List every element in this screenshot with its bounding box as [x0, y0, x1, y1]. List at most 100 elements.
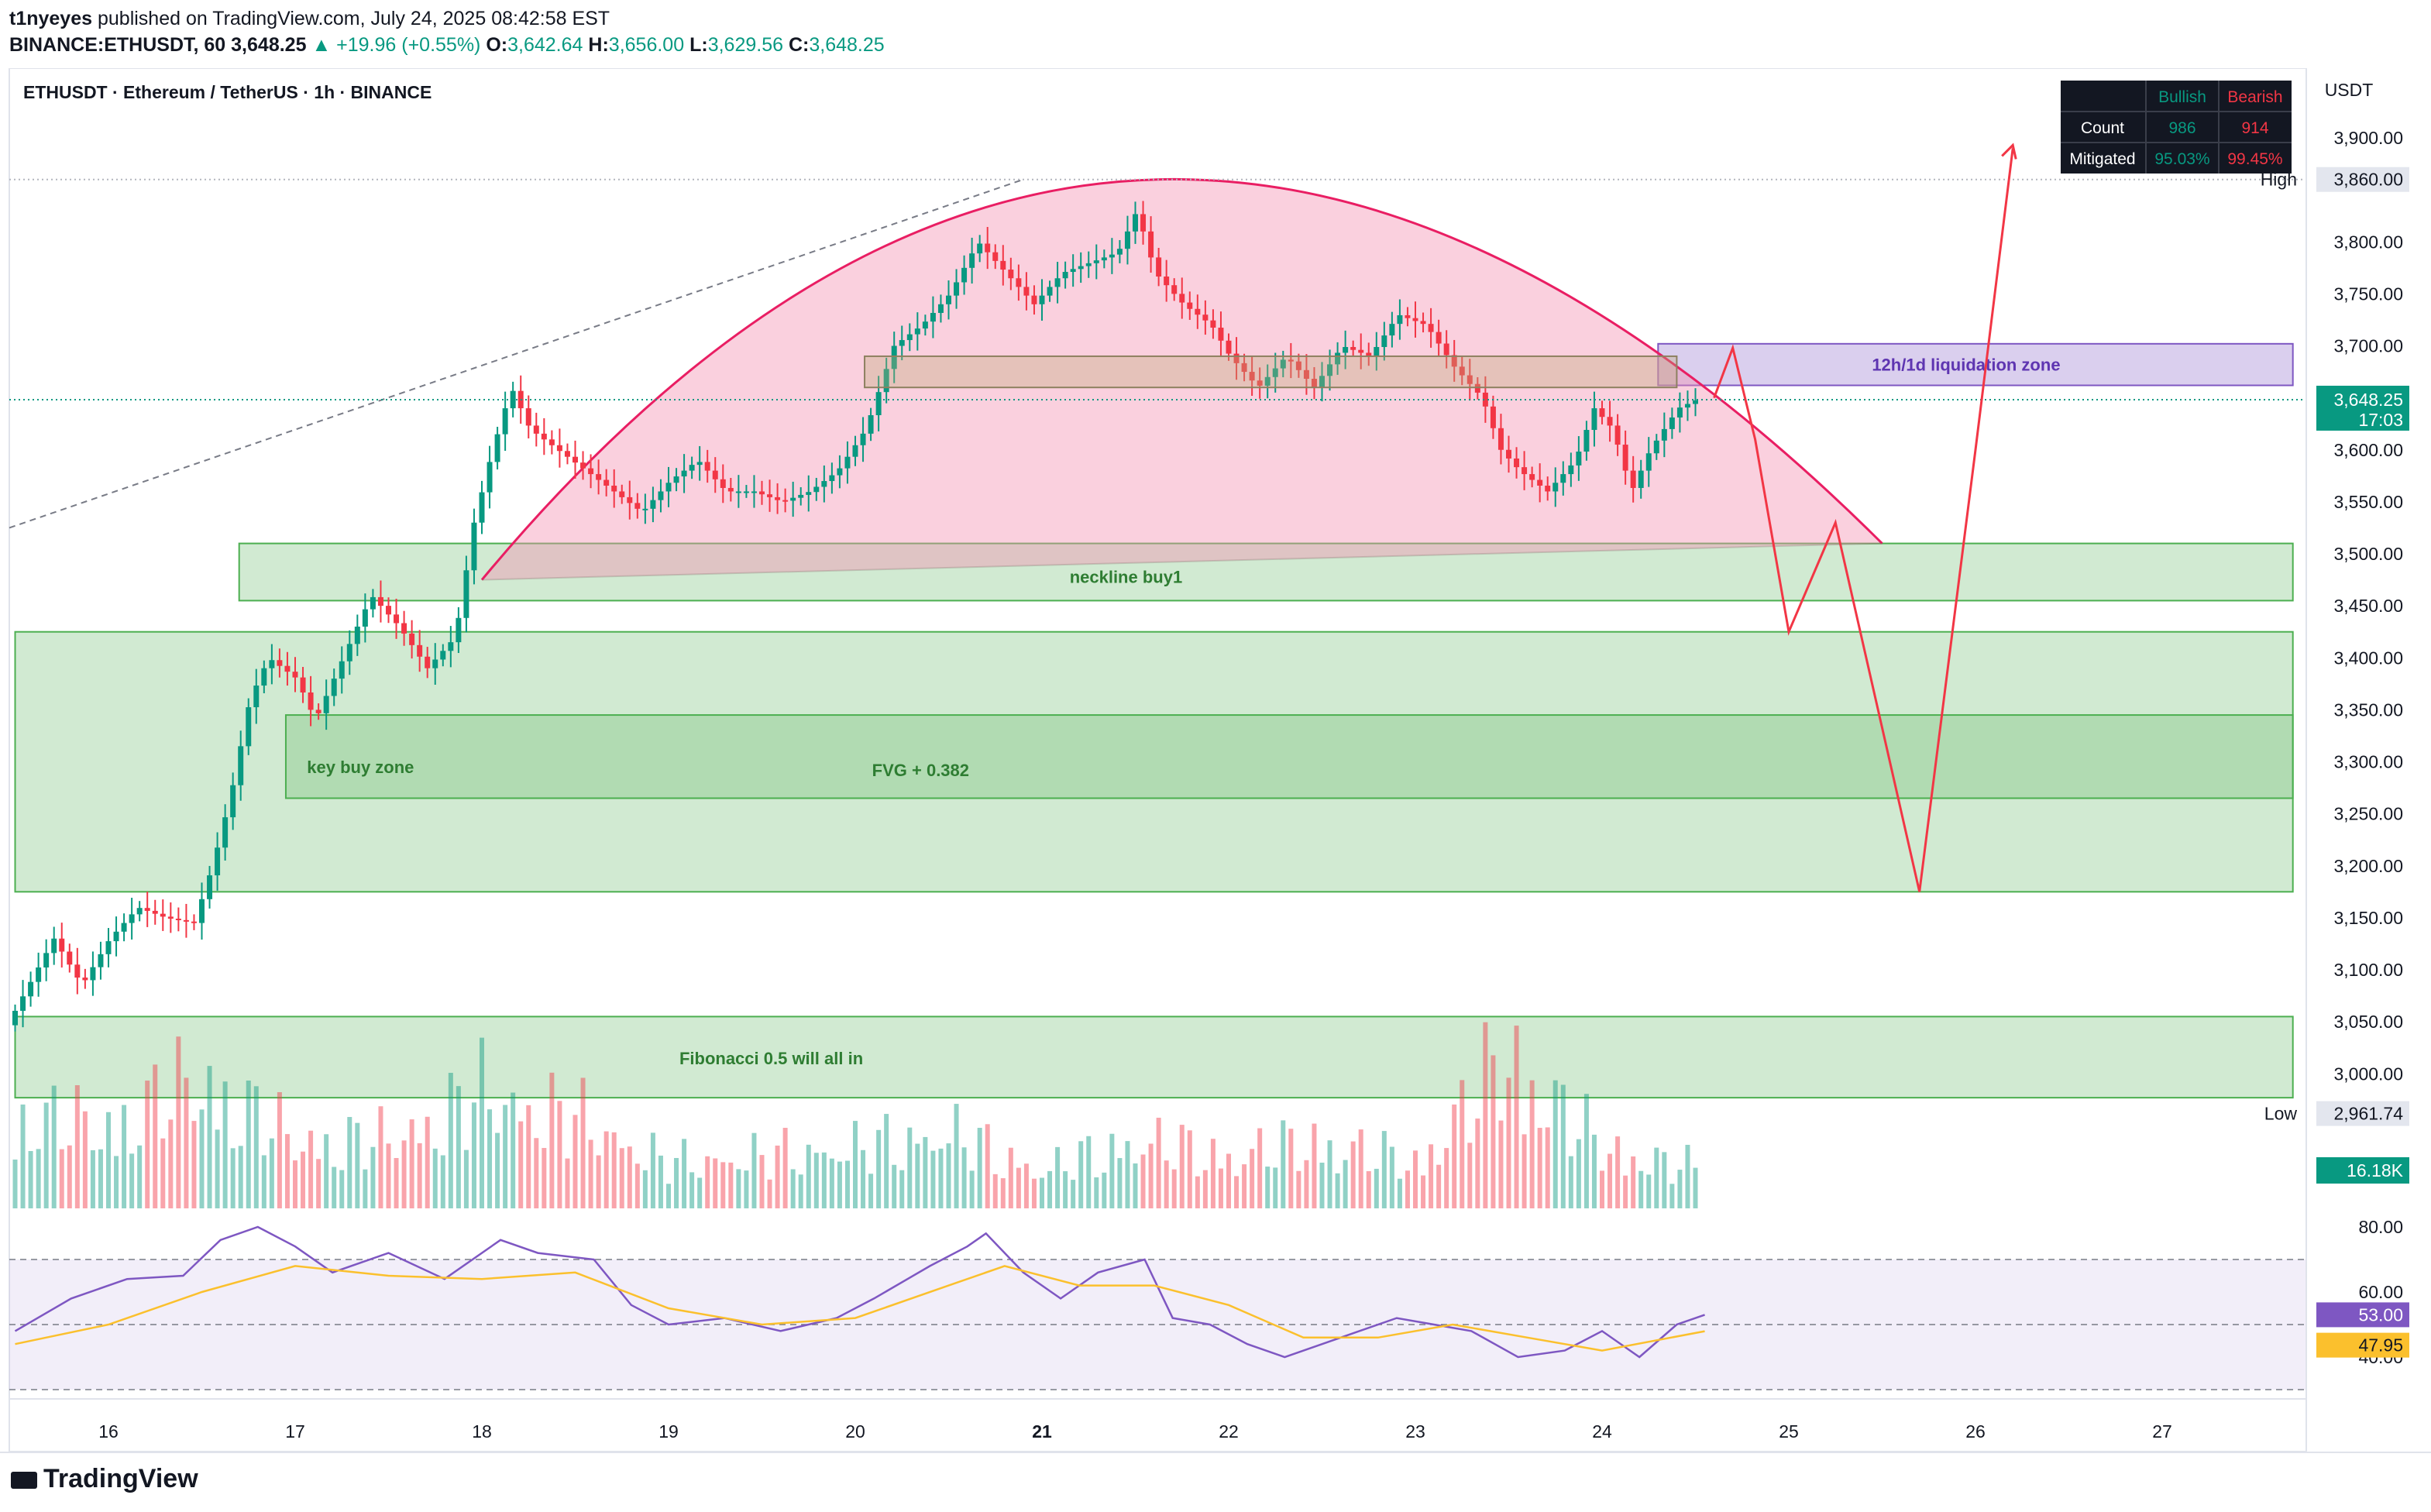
- candle-body: [1599, 408, 1605, 418]
- candle-body: [611, 485, 617, 492]
- candle-body: [487, 462, 493, 493]
- volume-bar: [1568, 1156, 1573, 1208]
- stats-mitigated-bear: 99.45%: [2227, 150, 2282, 168]
- price-tick: 3,100.00: [2333, 960, 2403, 980]
- volume-bar: [1040, 1177, 1044, 1208]
- volume-bar: [1529, 1080, 1535, 1208]
- volume-bar: [432, 1148, 438, 1208]
- volume-bar: [876, 1129, 882, 1208]
- candle-body: [331, 679, 337, 696]
- volume-bar: [114, 1156, 119, 1208]
- neckline-label: neckline buy1: [1070, 568, 1183, 587]
- low-price-tag: 2,961.74: [2333, 1104, 2403, 1124]
- volume-bar: [642, 1170, 648, 1208]
- volume-bar: [689, 1172, 695, 1208]
- candle-body: [277, 660, 283, 666]
- volume-bar: [1179, 1125, 1185, 1208]
- volume-bar: [969, 1170, 975, 1208]
- candle-body: [1295, 361, 1301, 370]
- rsi-line: [14, 1225, 1705, 1359]
- volume-bar: [1669, 1184, 1675, 1208]
- candle-body: [875, 392, 882, 415]
- candle-body: [346, 644, 352, 662]
- candle-body: [533, 425, 539, 434]
- candle-body: [1676, 407, 1683, 418]
- candle-body: [1397, 314, 1403, 325]
- neckline: [481, 542, 1883, 581]
- tradingview-logo[interactable]: TradingView: [11, 1464, 198, 1494]
- candle-body: [136, 908, 143, 915]
- rsi-tag-bg: [2316, 1302, 2409, 1328]
- candle-body: [1319, 376, 1325, 388]
- time-tick: 23: [1405, 1421, 1425, 1442]
- tradingview-logo-icon: [11, 1472, 37, 1489]
- price-tick: 3,600.00: [2333, 440, 2403, 460]
- volume-bar: [580, 1077, 586, 1208]
- volume-bar: [1358, 1129, 1363, 1208]
- volume-bar: [495, 1132, 500, 1208]
- candle-body: [727, 487, 734, 492]
- price-tick: 3,800.00: [2333, 232, 2403, 252]
- time-tick: 20: [845, 1421, 865, 1442]
- stats-count-bear: 914: [2241, 119, 2268, 137]
- volume-bar: [705, 1156, 710, 1208]
- candle-body: [36, 967, 42, 982]
- candle-body: [1451, 355, 1457, 367]
- volume-bar: [837, 1161, 842, 1208]
- candle-body: [300, 677, 306, 692]
- volume-bar: [977, 1128, 982, 1208]
- candle-body: [1529, 474, 1535, 480]
- volume-bar: [425, 1116, 430, 1208]
- candle-body: [619, 491, 625, 497]
- volume-bar: [961, 1147, 967, 1208]
- volume-bar: [946, 1143, 951, 1208]
- countdown-tag: 17:03: [2358, 410, 2403, 430]
- volume-bar: [728, 1162, 734, 1208]
- candle-body: [1568, 465, 1574, 475]
- candle-body: [1140, 214, 1147, 232]
- volume-bar: [1677, 1170, 1683, 1208]
- candle-body: [502, 408, 508, 435]
- candle-body: [471, 522, 477, 571]
- candle-body: [1630, 470, 1636, 488]
- candle-body: [1303, 369, 1309, 380]
- volume-bar: [1000, 1178, 1006, 1208]
- publisher-name[interactable]: t1nyeyes: [9, 8, 93, 29]
- volume-bar: [106, 1112, 111, 1208]
- price-tick: 3,550.00: [2333, 492, 2403, 512]
- candle-body: [1420, 321, 1426, 325]
- low-tag-bg: [2316, 1101, 2409, 1126]
- candle-body: [642, 508, 648, 510]
- candle-body: [1389, 324, 1395, 336]
- candle-body: [253, 686, 260, 708]
- volume-bar: [1102, 1172, 1107, 1208]
- volume-bar: [1273, 1167, 1278, 1208]
- price-tick: 3,250.00: [2333, 804, 2403, 824]
- up-arrow-icon: ▲: [311, 34, 332, 56]
- stats-mitigated-bull: 95.03%: [2154, 150, 2209, 168]
- volume-bar: [487, 1109, 493, 1208]
- volume-bar: [59, 1149, 64, 1208]
- liquidation-zone-label: 12h/1d liquidation zone: [1872, 356, 2060, 375]
- volume-bar: [168, 1119, 174, 1208]
- time-tick: 18: [472, 1421, 492, 1442]
- chart-canvas[interactable]: 12h/1d liquidation zone neckline buy1 key …: [0, 68, 2431, 1452]
- candle-body: [354, 626, 360, 644]
- volume-bar: [1171, 1169, 1177, 1208]
- candle-body: [1497, 428, 1504, 450]
- volume-bar: [456, 1086, 461, 1208]
- candle-body: [1171, 285, 1178, 294]
- candle-body: [292, 672, 298, 678]
- candle-body: [844, 456, 851, 469]
- volume-bar: [347, 1117, 352, 1208]
- candle-body: [362, 609, 368, 627]
- volume-bar: [1071, 1180, 1076, 1208]
- currency-label[interactable]: USDT: [2325, 80, 2374, 100]
- last-price-tag-bg: [2316, 385, 2409, 431]
- volume-bar: [1498, 1120, 1504, 1208]
- candle-body: [1459, 366, 1465, 376]
- volume-bar: [650, 1132, 655, 1208]
- volume-bar: [339, 1170, 345, 1208]
- volume-bar: [463, 1149, 469, 1208]
- volume-bar: [1327, 1140, 1332, 1208]
